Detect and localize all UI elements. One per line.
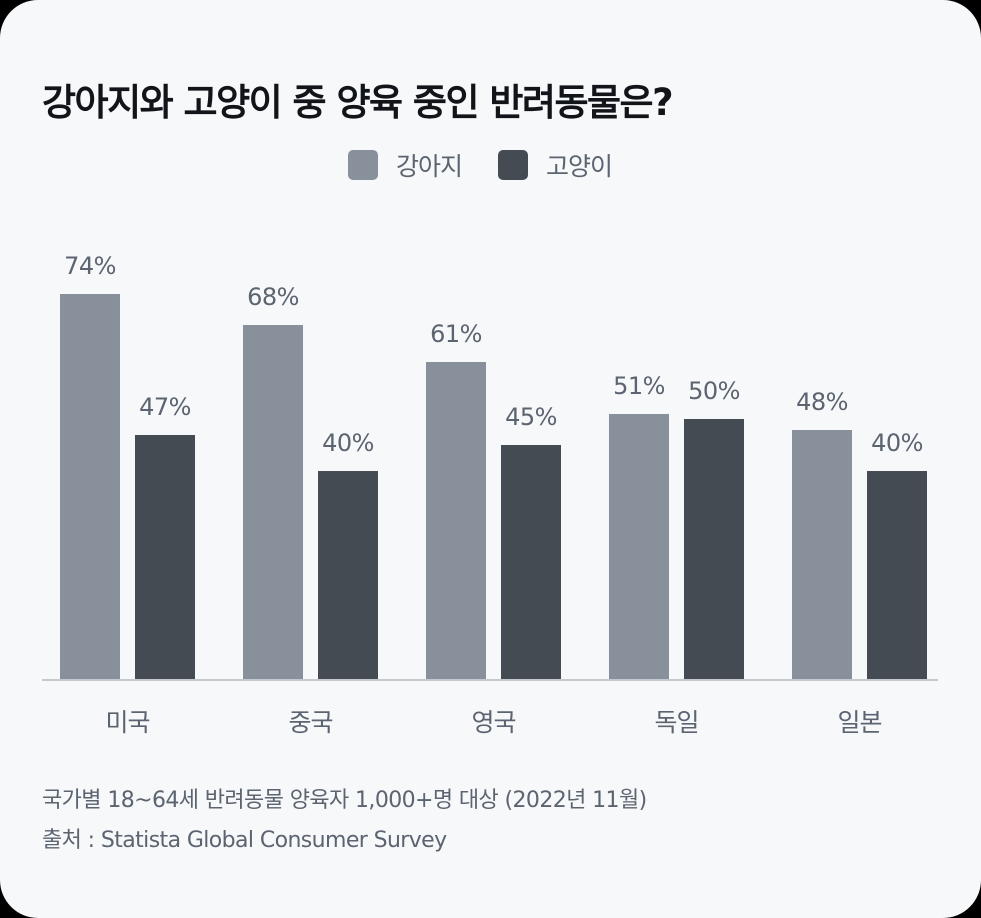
bar-dog	[243, 325, 303, 680]
bar-cat	[684, 419, 744, 680]
legend-item-dog: 강아지	[348, 147, 463, 183]
legend-label-cat: 고양이	[546, 152, 613, 181]
category-label: 중국	[288, 708, 333, 737]
bar-value-label: 48%	[796, 388, 848, 416]
legend: 강아지 고양이	[348, 149, 648, 181]
bar-value-label: 50%	[688, 377, 740, 405]
bar-value-label: 74%	[64, 252, 116, 280]
bar-cat	[501, 445, 561, 680]
category-label: 일본	[837, 708, 882, 737]
bar-cat	[135, 435, 195, 680]
bar-value-label: 40%	[322, 429, 374, 457]
bar-dog	[792, 430, 852, 680]
category-label: 영국	[471, 708, 516, 737]
bar-dog	[426, 362, 486, 680]
x-axis-line	[42, 679, 938, 681]
bar-value-label: 40%	[871, 429, 923, 457]
source-note: 출처 : Statista Global Consumer Survey	[42, 828, 447, 853]
bar-value-label: 45%	[505, 403, 557, 431]
bar-value-label: 68%	[247, 283, 299, 311]
legend-swatch-cat	[498, 150, 529, 180]
chart-title: 강아지와 고양이 중 양육 중인 반려동물은?	[42, 81, 674, 124]
bar-value-label: 51%	[613, 372, 665, 400]
bar-cat	[318, 471, 378, 680]
bar-dog	[60, 294, 120, 680]
bar-dog	[609, 414, 669, 680]
bar-cat	[867, 471, 927, 680]
survey-note: 국가별 18~64세 반려동물 양육자 1,000+명 대상 (2022년 11…	[42, 788, 647, 813]
legend-label-dog: 강아지	[396, 152, 463, 181]
category-label: 미국	[105, 708, 150, 737]
legend-item-cat: 고양이	[498, 147, 613, 183]
bar-value-label: 47%	[139, 393, 191, 421]
category-label: 독일	[654, 708, 699, 737]
legend-swatch-dog	[348, 150, 378, 180]
bar-value-label: 61%	[430, 320, 482, 348]
